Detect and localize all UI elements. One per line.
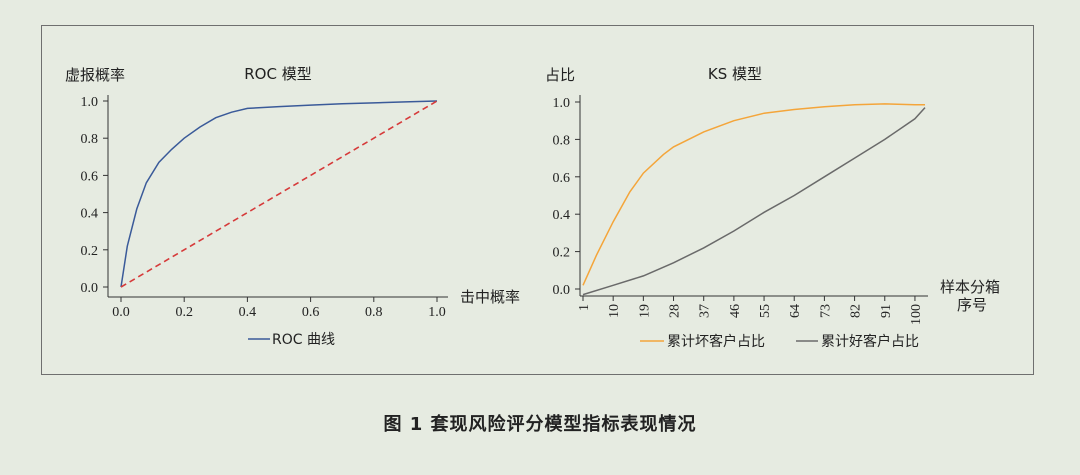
roc-x-tick-label: 0.4	[239, 305, 257, 320]
ks-x-tick-label: 55	[758, 304, 773, 318]
ks-legend: 累计坏客户占比 累计好客户占比	[640, 333, 919, 350]
ks-xlabel-line1: 样本分箱	[940, 278, 1000, 296]
roc-y-tick-label: 0.0	[81, 281, 99, 296]
roc-y-tick-label: 1.0	[81, 95, 99, 110]
ks-x-tick-label: 46	[728, 304, 743, 318]
ks-legend-good-label: 累计好客户占比	[821, 333, 919, 350]
ks-y-tick-label: 0.0	[553, 283, 571, 298]
roc-y-tick-label: 0.6	[81, 169, 99, 184]
ks-x-tick-label: 64	[788, 304, 803, 318]
roc-curve	[120, 100, 438, 288]
ks-y-tick-label: 0.2	[553, 246, 571, 261]
roc-chart: ROC 模型 虚报概率 击中概率 0.00.20.40.60.81.00.0 0.…	[65, 65, 520, 348]
roc-y-tick-label: 0.4	[81, 207, 99, 222]
ks-good-curve	[582, 107, 926, 296]
ks-axes: 0.0 0.2 0.4 0.6 0.8 1.0 1 10 19 28 37 46 55 64 73 82 91 1…	[553, 95, 928, 325]
roc-title: ROC 模型	[244, 65, 311, 83]
ks-chart: KS 模型 占比 样本分箱 序号 0.0 0.2 0.4 0.6 0.8 1.0 1 10 19…	[545, 65, 1000, 350]
ks-x-tick-label: 73	[818, 304, 833, 318]
roc-y-tick-label: 0.8	[81, 132, 99, 147]
roc-x-tick-label: 0.6	[302, 305, 320, 320]
ks-x-tick-label: 100	[909, 304, 924, 325]
ks-title: KS 模型	[708, 65, 762, 83]
ks-y-tick-label: 0.6	[553, 171, 571, 186]
figure-frame	[41, 25, 1034, 375]
ks-bad-curve	[582, 103, 925, 286]
roc-y-tick-label: 0.2	[81, 244, 99, 259]
ks-x-tick-label: 10	[607, 304, 622, 318]
ks-x-tick-label: 1	[577, 304, 592, 311]
roc-diagonal	[120, 100, 438, 288]
roc-legend: ROC 曲线	[248, 332, 335, 348]
roc-lines	[120, 100, 438, 288]
ks-legend-bad-label: 累计坏客户占比	[667, 333, 765, 350]
ks-y-tick-label: 1.0	[553, 96, 571, 111]
roc-legend-label: ROC 曲线	[272, 332, 335, 348]
ks-y-tick-label: 0.8	[553, 133, 571, 148]
roc-xlabel: 击中概率	[460, 288, 520, 306]
ks-x-tick-label: 82	[849, 304, 864, 318]
figure-caption: 图 1 套现风险评分模型指标表现情况	[383, 414, 697, 435]
ks-x-tick-label: 19	[637, 304, 652, 318]
roc-x-tick-label: 1.0	[428, 305, 446, 320]
ks-lines	[582, 103, 926, 296]
ks-x-tick-label: 91	[879, 304, 894, 318]
roc-x-tick-label: 0.0	[112, 305, 130, 320]
roc-axes: 0.0 0.2 0.4 0.6 0.8 1.0 0.0 0.2 0.4 0.6 0.8 1.0	[81, 95, 448, 320]
ks-x-tick-label: 37	[698, 304, 713, 318]
ks-x-tick-label: 28	[668, 304, 683, 318]
roc-x-tick-label: 0.2	[175, 305, 193, 320]
roc-ylabel: 虚报概率	[65, 66, 125, 84]
ks-ylabel: 占比	[545, 66, 575, 84]
roc-x-tick-label: 0.8	[365, 305, 383, 320]
ks-xlabel-line2: 序号	[957, 296, 987, 314]
ks-y-tick-label: 0.4	[553, 208, 571, 223]
